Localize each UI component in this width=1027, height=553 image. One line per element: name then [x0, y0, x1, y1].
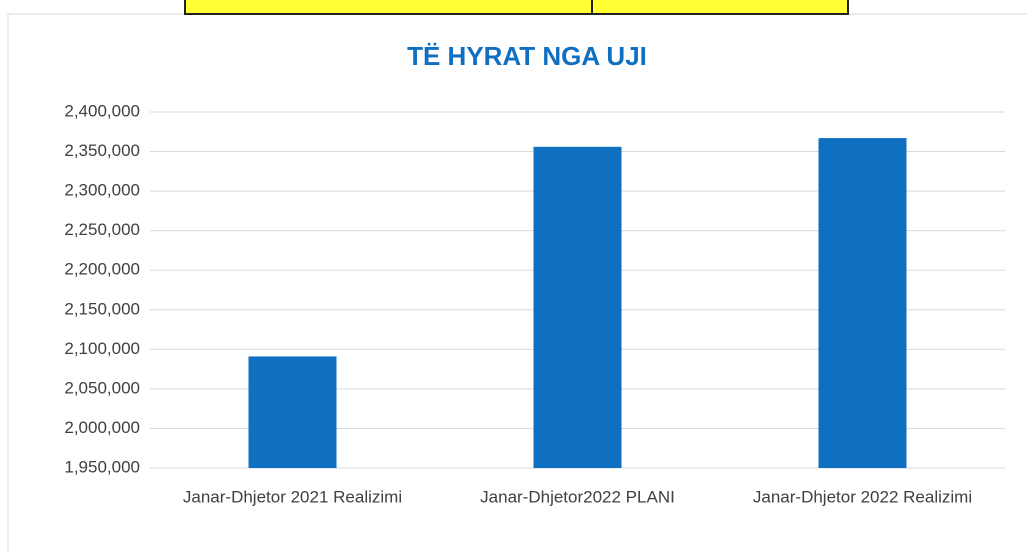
chart-title: TË HYRAT NGA UJI — [407, 41, 647, 71]
y-tick-label: 2,050,000 — [64, 378, 140, 397]
y-tick-label: 2,000,000 — [64, 418, 140, 437]
y-tick-label: 2,250,000 — [64, 220, 140, 239]
bar — [818, 138, 907, 468]
y-tick-label: 2,400,000 — [64, 101, 140, 120]
x-tick-label: Janar-Dhjetor2022 PLANI — [480, 487, 675, 506]
y-tick-label: 2,350,000 — [64, 141, 140, 160]
header-box — [184, 0, 849, 15]
y-tick-label: 2,100,000 — [64, 339, 140, 358]
y-tick-label: 2,150,000 — [64, 299, 140, 318]
y-tick-label: 2,200,000 — [64, 260, 140, 279]
y-tick-label: 1,950,000 — [64, 457, 140, 476]
y-tick-label: 2,300,000 — [64, 181, 140, 200]
x-tick-label: Janar-Dhjetor 2021 Realizimi — [183, 487, 402, 506]
x-tick-label: Janar-Dhjetor 2022 Realizimi — [753, 487, 972, 506]
bar — [248, 356, 337, 468]
bar — [533, 146, 622, 468]
